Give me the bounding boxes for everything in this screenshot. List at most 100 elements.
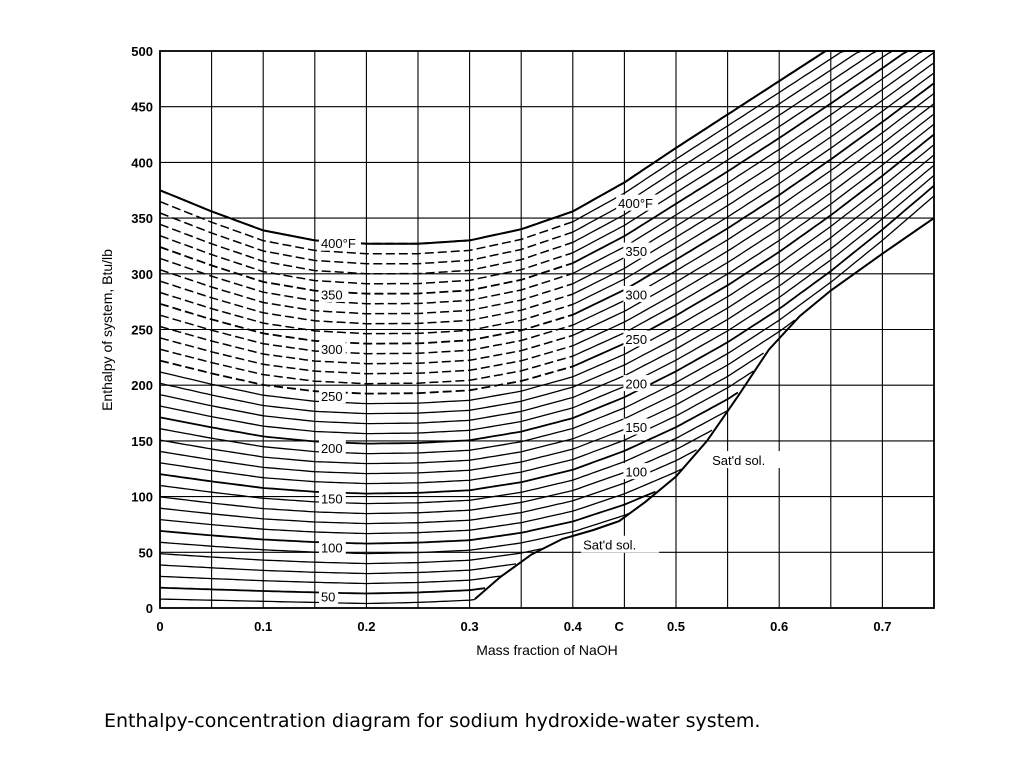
isotherm-line-dashed <box>159 359 574 395</box>
isotherm-line-dashed <box>159 212 574 265</box>
isotherm-line <box>159 563 517 575</box>
isotherm-line <box>159 512 630 555</box>
isotherm-label-background <box>623 418 651 435</box>
point-c-label: C <box>615 619 625 634</box>
x-tick-label: 0.2 <box>357 619 375 634</box>
isotherm-line-dashed <box>159 314 574 355</box>
enthalpy-concentration-chart: 400°F 350 300 250 200 150 100 50 400°F 350 300 250 2… <box>99 44 935 658</box>
isotherm-line <box>159 352 765 475</box>
isotherm-line <box>572 113 935 347</box>
isotherm-line-dashed <box>159 234 574 285</box>
isotherm-line-dashed <box>159 291 574 335</box>
isotherm-line-dashed <box>159 337 574 375</box>
isotherm-line-dashed <box>159 302 574 345</box>
isotherm-line <box>572 50 934 274</box>
isotherm-line <box>159 164 935 425</box>
isotherm-line <box>159 548 542 565</box>
isotherm-line <box>572 50 934 243</box>
y-tick-label: 0 <box>146 601 153 616</box>
x-tick-label: 0.6 <box>770 619 788 634</box>
annotations: Sat'd sol. Sat'd sol. <box>581 451 789 553</box>
isotherm-line-dashed <box>159 223 574 275</box>
y-tick-label: 250 <box>131 323 153 338</box>
x-axis-label: Mass fraction of NaOH <box>476 642 618 658</box>
plot-border <box>159 50 935 609</box>
isotherm-line <box>159 154 935 415</box>
figure-caption: Enthalpy-concentration diagram for sodiu… <box>104 710 761 732</box>
isotherm-label: 150 <box>321 491 343 506</box>
x-tick-label: 0.5 <box>667 619 685 634</box>
isotherm-line-dashed <box>159 246 574 295</box>
y-axis-label: Enthalpy of system, Btu/lb <box>99 249 115 411</box>
y-tick-label: 350 <box>131 211 153 226</box>
isotherm-label: 150 <box>625 420 647 435</box>
isotherm-lines <box>159 50 935 605</box>
isotherm-label-background <box>318 489 346 506</box>
x-tick-label: 0 <box>156 619 163 634</box>
isotherm-line-400F <box>159 50 934 245</box>
isotherm-line-dashed <box>159 268 574 315</box>
plot-frame <box>159 50 935 609</box>
isotherm-label: 300 <box>625 287 647 302</box>
isotherm-line <box>159 575 501 585</box>
isotherm-label: 250 <box>625 332 647 347</box>
y-tick-labels: 0 50 100 150 200 250 300 350 400 450 500 <box>131 44 153 616</box>
isotherm-line <box>572 50 934 213</box>
isotherm-line <box>159 391 739 495</box>
isotherm-line <box>159 144 935 405</box>
isotherm-label-background <box>318 285 346 302</box>
isotherm-line <box>572 103 935 336</box>
isotherm-label: 400°F <box>321 236 356 251</box>
saturated-solution-annotation: Sat'd sol. <box>583 538 636 553</box>
isotherm-label: 350 <box>321 287 343 302</box>
y-tick-label: 50 <box>139 545 153 560</box>
isotherm-line-dashed <box>159 348 574 385</box>
isotherm-line <box>159 468 682 535</box>
isotherm-line <box>572 123 935 357</box>
isotherm-label: 200 <box>625 377 647 392</box>
isotherm-label-background <box>318 387 346 404</box>
saturated-solution-line-group <box>474 217 935 600</box>
isotherm-label: 100 <box>321 540 343 555</box>
saturated-solution-line <box>474 217 935 600</box>
isotherm-line <box>159 195 935 455</box>
x-tick-label: 0.4 <box>564 619 583 634</box>
isotherm-label-background <box>623 463 651 480</box>
isotherm-line <box>159 449 697 525</box>
isotherm-label-background <box>623 330 651 347</box>
isotherm-label: 300 <box>321 342 343 357</box>
isotherm-line-dashed <box>159 200 574 255</box>
x-tick-label: 0.7 <box>873 619 891 634</box>
isotherm-label: 100 <box>625 465 647 480</box>
isotherm-label-background <box>318 538 346 555</box>
isotherm-line <box>159 174 935 435</box>
x-tick-labels: 0 0.1 0.2 0.3 0.4 0.5 0.6 0.7 C <box>156 619 891 634</box>
isotherm-label-background <box>623 375 651 392</box>
isotherm-line <box>159 410 728 505</box>
x-tick-label: 0.3 <box>461 619 479 634</box>
x-tick-label: 0.1 <box>254 619 272 634</box>
isotherm-line <box>159 319 796 465</box>
isotherm-line <box>159 370 754 485</box>
isotherm-label-background <box>623 285 651 302</box>
isotherm-line <box>159 185 935 445</box>
isotherm-line <box>572 50 934 264</box>
isotherm-line <box>159 429 713 515</box>
y-tick-label: 450 <box>131 100 153 115</box>
y-tick-label: 500 <box>131 44 153 59</box>
isotherm-label: 200 <box>321 441 343 456</box>
isotherm-line-dashed <box>159 280 574 325</box>
isotherm-line <box>572 62 935 295</box>
isotherm-label-background <box>318 234 361 251</box>
grid <box>159 50 935 609</box>
isotherm-label-background <box>623 242 651 259</box>
y-tick-label: 200 <box>131 378 153 393</box>
isotherm-line <box>159 490 656 545</box>
isotherm-line-dashed <box>159 257 574 305</box>
y-tick-label: 400 <box>131 155 153 170</box>
isotherm-label-background <box>318 587 339 604</box>
isotherm-label: 250 <box>321 389 343 404</box>
chart-container: 400°F 350 300 250 200 150 100 50 400°F 350 300 250 2… <box>99 44 935 658</box>
isotherm-label-background <box>318 439 346 456</box>
isotherm-label: 350 <box>625 244 647 259</box>
